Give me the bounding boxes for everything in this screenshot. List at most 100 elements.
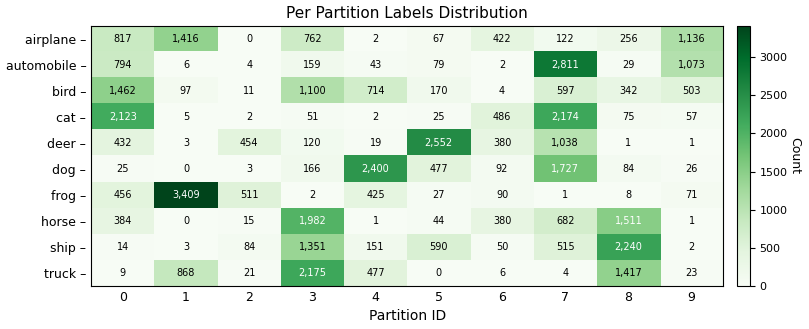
Text: 256: 256 [619, 34, 637, 44]
Text: 425: 425 [366, 190, 385, 200]
Text: 5: 5 [183, 112, 189, 122]
Text: 0: 0 [436, 268, 442, 278]
Text: 762: 762 [303, 34, 322, 44]
Text: 122: 122 [556, 34, 574, 44]
Text: 2,240: 2,240 [615, 242, 642, 252]
Text: 84: 84 [622, 164, 634, 174]
Text: 1,136: 1,136 [678, 34, 705, 44]
Text: 1,073: 1,073 [678, 60, 705, 70]
Text: 25: 25 [433, 112, 445, 122]
Text: 19: 19 [370, 138, 382, 148]
Text: 2,175: 2,175 [299, 268, 326, 278]
Text: 151: 151 [366, 242, 385, 252]
Text: 380: 380 [493, 216, 511, 226]
Text: 27: 27 [433, 190, 445, 200]
Text: 1,416: 1,416 [172, 34, 200, 44]
Text: 2,174: 2,174 [551, 112, 579, 122]
Text: 2,811: 2,811 [551, 60, 579, 70]
Text: 0: 0 [183, 164, 189, 174]
Text: 25: 25 [116, 164, 129, 174]
Text: 3,409: 3,409 [172, 190, 200, 200]
Text: 3: 3 [183, 138, 189, 148]
Text: 44: 44 [433, 216, 445, 226]
Text: 380: 380 [493, 138, 511, 148]
Text: 456: 456 [113, 190, 132, 200]
Text: 14: 14 [116, 242, 129, 252]
Text: 682: 682 [556, 216, 574, 226]
Text: 120: 120 [303, 138, 322, 148]
Text: 0: 0 [183, 216, 189, 226]
Text: 515: 515 [556, 242, 574, 252]
Text: 90: 90 [496, 190, 508, 200]
Text: 511: 511 [240, 190, 258, 200]
Text: 1: 1 [562, 190, 568, 200]
Text: 15: 15 [243, 216, 256, 226]
Text: 342: 342 [619, 86, 637, 96]
Text: 817: 817 [113, 34, 132, 44]
Text: 1,462: 1,462 [109, 86, 137, 96]
Text: 3: 3 [183, 242, 189, 252]
X-axis label: Partition ID: Partition ID [369, 310, 446, 323]
Text: 4: 4 [246, 60, 252, 70]
Text: 1,038: 1,038 [552, 138, 579, 148]
Text: 92: 92 [496, 164, 508, 174]
Text: 1,727: 1,727 [551, 164, 579, 174]
Text: 2,123: 2,123 [109, 112, 137, 122]
Text: 432: 432 [113, 138, 132, 148]
Text: 166: 166 [303, 164, 321, 174]
Text: 170: 170 [430, 86, 448, 96]
Text: 8: 8 [625, 190, 632, 200]
Text: 794: 794 [113, 60, 132, 70]
Text: 1: 1 [372, 216, 379, 226]
Text: 43: 43 [370, 60, 382, 70]
Text: 29: 29 [622, 60, 634, 70]
Text: 477: 477 [430, 164, 448, 174]
Title: Per Partition Labels Distribution: Per Partition Labels Distribution [286, 6, 528, 20]
Text: 9: 9 [120, 268, 126, 278]
Text: 0: 0 [246, 34, 252, 44]
Text: 384: 384 [113, 216, 132, 226]
Text: 2: 2 [309, 190, 316, 200]
Text: 2: 2 [372, 112, 379, 122]
Text: 4: 4 [499, 86, 505, 96]
Text: 1: 1 [688, 216, 695, 226]
Text: 50: 50 [496, 242, 508, 252]
Text: 486: 486 [493, 112, 511, 122]
Text: 159: 159 [303, 60, 322, 70]
Text: 57: 57 [685, 112, 698, 122]
Text: 26: 26 [685, 164, 698, 174]
Text: 2: 2 [499, 60, 505, 70]
Text: 1,417: 1,417 [615, 268, 642, 278]
Text: 51: 51 [306, 112, 319, 122]
Text: 2,400: 2,400 [362, 164, 389, 174]
Text: 503: 503 [682, 86, 701, 96]
Text: 1,982: 1,982 [299, 216, 326, 226]
Text: 1,100: 1,100 [299, 86, 326, 96]
Text: 6: 6 [183, 60, 189, 70]
Text: 97: 97 [180, 86, 193, 96]
Text: 4: 4 [562, 268, 568, 278]
Text: 590: 590 [430, 242, 448, 252]
Text: 422: 422 [493, 34, 511, 44]
Text: 11: 11 [243, 86, 256, 96]
Text: 6: 6 [499, 268, 505, 278]
Text: 597: 597 [556, 86, 574, 96]
Y-axis label: Count: Count [789, 138, 802, 174]
Text: 75: 75 [622, 112, 635, 122]
Text: 2: 2 [246, 112, 252, 122]
Text: 2: 2 [372, 34, 379, 44]
Text: 84: 84 [243, 242, 256, 252]
Text: 1,511: 1,511 [615, 216, 642, 226]
Text: 714: 714 [366, 86, 385, 96]
Text: 1,351: 1,351 [299, 242, 326, 252]
Text: 79: 79 [433, 60, 445, 70]
Text: 868: 868 [177, 268, 195, 278]
Text: 1: 1 [625, 138, 632, 148]
Text: 3: 3 [246, 164, 252, 174]
Text: 23: 23 [685, 268, 698, 278]
Text: 67: 67 [433, 34, 445, 44]
Text: 2: 2 [688, 242, 695, 252]
Text: 1: 1 [688, 138, 695, 148]
Text: 71: 71 [685, 190, 698, 200]
Text: 454: 454 [240, 138, 258, 148]
